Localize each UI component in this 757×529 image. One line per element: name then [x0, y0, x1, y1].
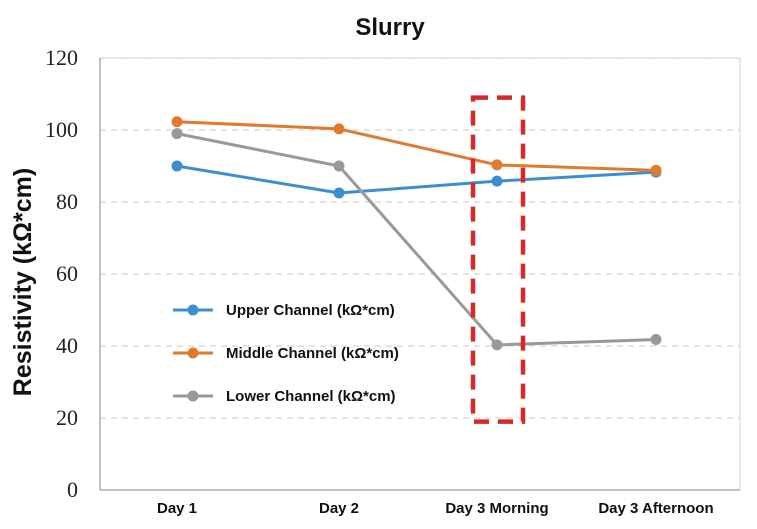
gridlines [100, 57, 740, 419]
x-tick-label: Day 2 [319, 500, 359, 517]
x-tick-label: Day 1 [157, 500, 197, 517]
data-point [650, 164, 662, 176]
series-2 [171, 116, 662, 176]
y-tick-label: 0 [67, 477, 78, 502]
data-point [171, 128, 183, 140]
legend-entry: Middle Channel (kΩ*cm) [173, 345, 399, 362]
axes [99, 58, 740, 491]
series-line [175, 164, 658, 195]
y-tick-label: 120 [45, 45, 78, 70]
legend-label: Middle Channel (kΩ*cm) [226, 345, 399, 362]
annotations [470, 95, 526, 424]
series-1 [171, 160, 662, 199]
legend-swatch-marker [187, 347, 199, 359]
y-tick-label: 20 [56, 405, 78, 430]
data-point [333, 123, 345, 135]
x-tick-labels: Day 1 Day 2 Day 3 Morning Day 3 Afternoon [157, 500, 714, 517]
legend-swatch-marker [187, 390, 199, 402]
legend-entry: Lower Channel (kΩ*cm) [173, 388, 396, 405]
data-point [491, 175, 503, 187]
data-point [491, 159, 503, 171]
chart-title: Slurry [355, 14, 425, 41]
y-axis-label: Resistivity (kΩ*cm) [9, 168, 37, 396]
legend-label: Upper Channel (kΩ*cm) [226, 302, 395, 319]
legend: Upper Channel (kΩ*cm) Middle Channel (kΩ*… [173, 302, 399, 405]
legend-entry: Upper Channel (kΩ*cm) [173, 302, 395, 319]
series-line [175, 120, 658, 172]
data-point [171, 160, 183, 172]
y-tick-label: 100 [45, 117, 78, 142]
highlight-box [470, 95, 526, 424]
data-point [650, 334, 662, 346]
data-point [171, 116, 183, 128]
data-point [491, 339, 503, 351]
legend-swatch-marker [187, 304, 199, 316]
x-tick-label: Day 3 Morning [445, 500, 548, 517]
x-tick-label: Day 3 Afternoon [598, 500, 713, 517]
series-3 [171, 128, 662, 351]
y-tick-label: 80 [56, 189, 78, 214]
data-point [333, 160, 345, 172]
data-point [333, 187, 345, 199]
legend-label: Lower Channel (kΩ*cm) [226, 388, 396, 405]
series-line [175, 132, 658, 347]
series-lines [171, 116, 662, 351]
y-tick-labels: 0 20 40 60 80 100 120 [45, 45, 78, 502]
y-tick-label: 60 [56, 261, 78, 286]
y-tick-label: 40 [56, 333, 78, 358]
